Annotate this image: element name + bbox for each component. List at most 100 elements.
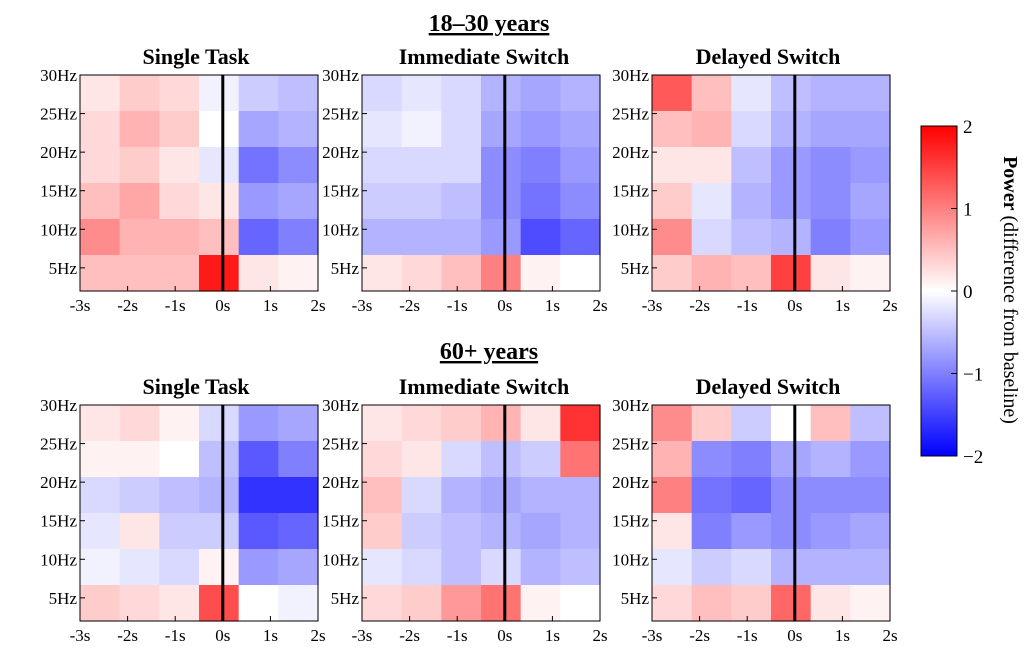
x-tick-label: -3s	[70, 626, 91, 645]
x-tick-label: -3s	[70, 296, 91, 315]
heatmap-cell	[119, 219, 160, 256]
x-tick-label: -1s	[737, 626, 758, 645]
y-tick-label: 10Hz	[322, 220, 359, 239]
colorbar-tick-label: 2	[963, 117, 973, 138]
heatmap-cell	[520, 405, 561, 442]
heatmap-cell	[441, 477, 482, 514]
heatmap-cell	[362, 147, 403, 184]
heatmap-cell	[652, 219, 693, 256]
heatmap-cell	[560, 183, 601, 220]
heatmap-cell	[238, 585, 279, 622]
heatmap-cell	[771, 441, 812, 478]
heatmap-cell	[691, 183, 732, 220]
heatmap-cell	[520, 183, 561, 220]
colorbar-tick-label: 0	[963, 282, 973, 303]
heatmap-cell	[441, 111, 482, 148]
x-tick-label: 1s	[835, 296, 850, 315]
heatmap-cell	[159, 219, 200, 256]
heatmap-cell	[771, 111, 812, 148]
heatmap-cell	[119, 513, 160, 550]
heatmap-cell	[80, 219, 121, 256]
heatmap-cell	[362, 255, 403, 292]
x-tick-label: -1s	[737, 296, 758, 315]
x-tick-label: -2s	[399, 626, 420, 645]
heatmap-cell	[362, 111, 403, 148]
heatmap-cell	[850, 147, 891, 184]
heatmap-cell	[199, 75, 240, 112]
panel-frame	[361, 74, 601, 292]
heatmap-cell	[850, 549, 891, 586]
heatmap-cell	[401, 441, 442, 478]
y-tick-label: 15Hz	[322, 512, 359, 531]
heatmap-cell	[481, 75, 522, 112]
heatmap-cell	[119, 585, 160, 622]
x-tick-label: 1s	[835, 626, 850, 645]
heatmap-panel: -3s -2s -1s 0s 1s 2s 30Hz 25Hz 20Hz 15Hz 10Hz 5Hz	[40, 66, 325, 315]
colorbar-tick-label: 1	[963, 200, 973, 221]
heatmap-cell	[199, 513, 240, 550]
heatmap-cell	[520, 441, 561, 478]
heatmap-cell	[159, 111, 200, 148]
x-tick-label: 0s	[215, 296, 230, 315]
heatmap-cell	[401, 549, 442, 586]
heatmap-cell	[238, 405, 279, 442]
heatmap-cell	[771, 219, 812, 256]
heatmap-cell	[119, 441, 160, 478]
heatmap-cell	[771, 549, 812, 586]
x-tick-label: 1s	[545, 626, 560, 645]
heatmap-cell	[850, 477, 891, 514]
x-tick-label: 2s	[592, 296, 607, 315]
x-tick-label: 0s	[215, 626, 230, 645]
y-tick-label: 25Hz	[322, 105, 359, 124]
heatmap-cell	[691, 585, 732, 622]
heatmap-cell	[810, 405, 851, 442]
heatmap-cell	[80, 477, 121, 514]
heatmap-cell	[691, 219, 732, 256]
heatmap-cell	[691, 111, 732, 148]
panel-frame	[79, 404, 319, 622]
heatmap-cell	[652, 255, 693, 292]
colorbar-label: Power (difference from baseline)	[999, 156, 1021, 424]
x-tick-label: 1s	[263, 296, 278, 315]
heatmap-cell	[80, 75, 121, 112]
heatmap-cell	[691, 441, 732, 478]
heatmap-cell	[238, 477, 279, 514]
heatmap-cell	[199, 585, 240, 622]
panel-frame	[651, 404, 891, 622]
heatmap-cell	[401, 405, 442, 442]
heatmap-cell	[199, 441, 240, 478]
heatmap-cell	[199, 255, 240, 292]
heatmap-cell	[652, 549, 693, 586]
heatmap-cell	[278, 585, 319, 622]
colorbar-tick-label: −2	[963, 447, 983, 468]
heatmap-cell	[850, 75, 891, 112]
x-tick-label: 0s	[787, 296, 802, 315]
heatmap-cell	[560, 513, 601, 550]
heatmap-cell	[278, 111, 319, 148]
y-tick-label: 15Hz	[612, 512, 649, 531]
x-tick-label: -2s	[117, 626, 138, 645]
heatmap-cell	[119, 183, 160, 220]
heatmap-cell	[810, 441, 851, 478]
heatmap-cell	[731, 549, 772, 586]
heatmap-cell	[520, 585, 561, 622]
heatmap-cell	[520, 147, 561, 184]
heatmap-cell	[238, 441, 279, 478]
x-tick-label: -1s	[165, 626, 186, 645]
heatmap-panels: -3s -2s -1s 0s 1s 2s30Hz25Hz20Hz15Hz10Hz5Hz-3…	[40, 66, 897, 645]
heatmap-cell	[441, 513, 482, 550]
heatmap-cell	[80, 147, 121, 184]
heatmap-panel: -3s -2s -1s 0s 1s 2s 30Hz 25Hz 20Hz 15Hz 10Hz 5Hz	[322, 66, 607, 315]
heatmap-cell	[278, 75, 319, 112]
heatmap-cell	[278, 183, 319, 220]
heatmap-cell	[560, 405, 601, 442]
y-tick-label: 20Hz	[612, 143, 649, 162]
heatmap-cell	[401, 75, 442, 112]
heatmap-cell	[481, 477, 522, 514]
heatmap-cell	[238, 75, 279, 112]
heatmap-cell	[80, 183, 121, 220]
heatmap-cell	[199, 405, 240, 442]
heatmap-cell	[80, 585, 121, 622]
x-tick-label: -3s	[352, 296, 373, 315]
heatmap-cell	[278, 405, 319, 442]
